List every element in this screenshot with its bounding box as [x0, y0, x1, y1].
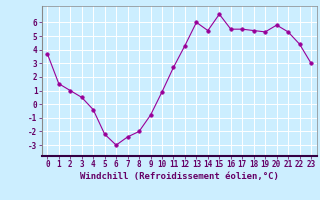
- X-axis label: Windchill (Refroidissement éolien,°C): Windchill (Refroidissement éolien,°C): [80, 172, 279, 181]
